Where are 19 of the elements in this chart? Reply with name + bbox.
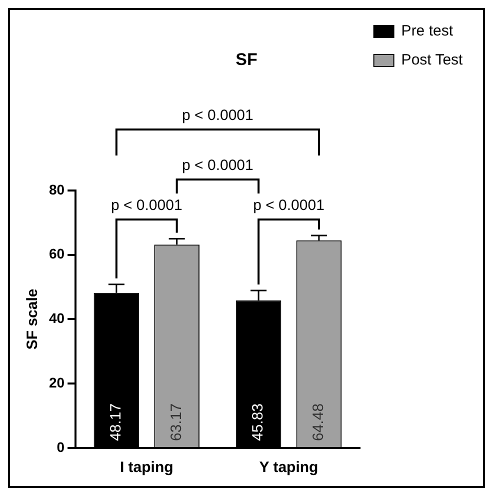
- text: p < 0.0001: [182, 107, 254, 124]
- y-tick-label: 60: [48, 246, 65, 262]
- y-tick-label: 20: [48, 374, 65, 390]
- data-label: 64.48: [310, 403, 328, 441]
- chart-title: SF: [236, 50, 258, 69]
- data-label: 45.83: [250, 403, 267, 441]
- y-tick-label: 80: [48, 181, 65, 198]
- legend-label: Post Test: [401, 52, 464, 69]
- x-tick-label: Y taping: [259, 459, 318, 476]
- y-tick-label: 40: [48, 310, 65, 326]
- text: p < 0.0001: [182, 157, 254, 174]
- data-label: 63.17: [168, 403, 185, 441]
- data-label: 48.17: [108, 403, 125, 441]
- annotation: p < 0.0001: [110, 197, 182, 214]
- annotation: p < 0.0001: [253, 197, 324, 214]
- x-tick-label: I taping: [120, 459, 174, 476]
- y-axis-title: SF scale: [24, 288, 42, 350]
- legend-label: Pre test: [401, 22, 454, 40]
- y-tick-label: 0: [56, 438, 65, 455]
